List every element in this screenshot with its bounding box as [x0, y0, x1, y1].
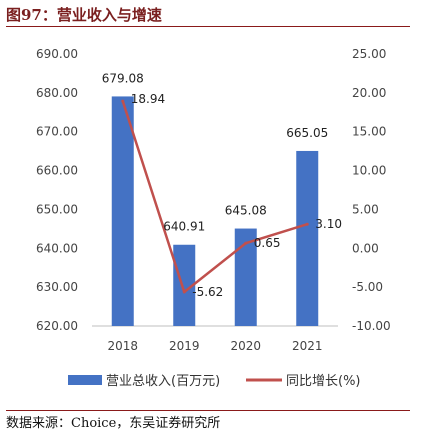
x-tick-label: 2019 [169, 339, 200, 353]
right-tick-label: 10.00 [352, 164, 386, 178]
right-tick-label: 20.00 [352, 86, 386, 100]
bar-series [111, 96, 319, 326]
chart-legend: 营业总收入(百万元) 同比增长(%) [68, 374, 361, 389]
growth-point [182, 290, 186, 294]
bar-value-label: 679.08 [102, 71, 144, 85]
line-series [121, 99, 309, 294]
growth-value-label: 3.10 [315, 217, 342, 231]
left-tick-label: 690.00 [36, 47, 78, 61]
growth-line [121, 100, 308, 294]
right-tick-label: -10.00 [352, 319, 391, 333]
title-divider [6, 26, 410, 27]
left-tick-label: 620.00 [36, 319, 78, 333]
bar-value-label: 640.91 [163, 220, 205, 234]
bar-value-label: 665.05 [286, 126, 328, 140]
x-tick-label: 2020 [230, 339, 261, 353]
bar [173, 244, 196, 326]
right-tick-label: 5.00 [352, 202, 379, 216]
left-tick-label: 640.00 [36, 241, 78, 255]
line-data-labels: 18.94 -5.62 0.65 3.10 [131, 92, 342, 299]
growth-point [305, 222, 309, 226]
bar [234, 228, 257, 326]
growth-value-label: 0.65 [254, 236, 281, 250]
source-note: 数据来源：Choice，东吴证券研究所 [6, 416, 221, 431]
bar-data-labels: 679.08 640.91 645.08 665.05 [102, 71, 329, 233]
left-tick-label: 630.00 [36, 280, 78, 294]
bar [111, 96, 134, 326]
growth-value-label: -5.62 [192, 285, 223, 299]
legend-swatch-bar [68, 375, 102, 385]
right-tick-label: 0.00 [352, 241, 379, 255]
growth-value-label: 18.94 [131, 92, 165, 106]
left-tick-label: 650.00 [36, 202, 78, 216]
legend-label-line: 同比增长(%) [286, 374, 361, 389]
right-axis-ticks: -10.00 -5.00 0.00 5.00 10.00 15.00 20.00 25.00 [352, 47, 391, 333]
right-tick-label: -5.00 [352, 280, 383, 294]
source-divider [6, 410, 410, 411]
bar-value-label: 645.08 [225, 204, 267, 218]
growth-point [244, 241, 248, 245]
left-tick-label: 680.00 [36, 86, 78, 100]
x-axis-ticks: 2018 2019 2020 2021 [107, 339, 322, 353]
page-title: 图97：营业收入与增速 [6, 6, 162, 24]
revenue-growth-chart: 620.00 630.00 640.00 650.00 660.00 670.00 680.… [36, 47, 391, 389]
bar [296, 150, 319, 326]
x-tick-label: 2021 [292, 339, 323, 353]
right-tick-label: 15.00 [352, 125, 386, 139]
x-tick-label: 2018 [107, 339, 138, 353]
left-axis-ticks: 620.00 630.00 640.00 650.00 660.00 670.00 680.… [36, 47, 78, 333]
left-tick-label: 660.00 [36, 164, 78, 178]
growth-point [121, 99, 125, 103]
right-tick-label: 25.00 [352, 47, 386, 61]
left-tick-label: 670.00 [36, 125, 78, 139]
legend-label-bar: 营业总收入(百万元) [106, 374, 220, 389]
